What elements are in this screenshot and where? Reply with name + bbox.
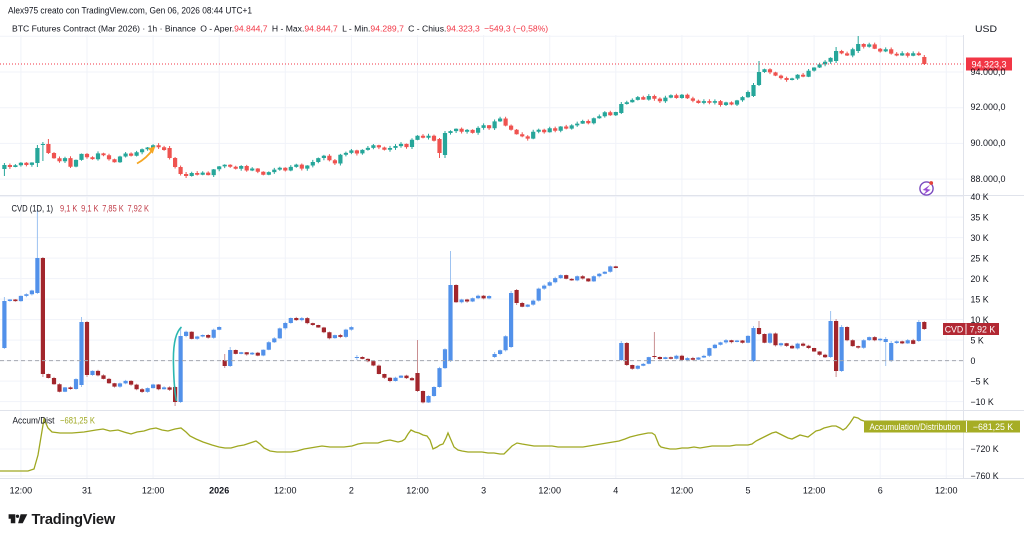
svg-text:10 K: 10 K bbox=[971, 315, 989, 325]
svg-text:12:00: 12:00 bbox=[10, 486, 33, 496]
svg-text:5 K: 5 K bbox=[971, 335, 984, 345]
svg-text:−681,25 K: −681,25 K bbox=[60, 416, 95, 426]
svg-text:15 K: 15 K bbox=[971, 294, 989, 304]
svg-text:−720 K: −720 K bbox=[971, 444, 999, 454]
svg-text:20 K: 20 K bbox=[971, 274, 989, 284]
svg-text:−760 K: −760 K bbox=[971, 471, 999, 481]
svg-text:88.000,0: 88.000,0 bbox=[971, 174, 1006, 184]
svg-text:Accumulation/Distribution: Accumulation/Distribution bbox=[870, 422, 961, 432]
svg-text:5: 5 bbox=[745, 486, 750, 496]
svg-text:94.323,3: 94.323,3 bbox=[971, 60, 1006, 70]
svg-text:6: 6 bbox=[878, 486, 883, 496]
svg-text:4: 4 bbox=[613, 486, 618, 496]
svg-text:90.000,0: 90.000,0 bbox=[971, 138, 1006, 148]
svg-text:12:00: 12:00 bbox=[142, 486, 165, 496]
svg-text:12:00: 12:00 bbox=[671, 486, 694, 496]
svg-text:−5 K: −5 K bbox=[971, 376, 989, 386]
svg-text:12:00: 12:00 bbox=[274, 486, 297, 496]
svg-text:Alex975 creato con TradingView: Alex975 creato con TradingView.com, Gen … bbox=[8, 6, 252, 16]
svg-text:25 K: 25 K bbox=[971, 253, 989, 263]
svg-text:12:00: 12:00 bbox=[538, 486, 561, 496]
svg-text:2026: 2026 bbox=[209, 486, 229, 496]
svg-text:2: 2 bbox=[349, 486, 354, 496]
svg-text:31: 31 bbox=[82, 486, 92, 496]
svg-text:TradingView: TradingView bbox=[32, 512, 116, 528]
svg-text:Accum/Dist: Accum/Dist bbox=[13, 416, 55, 426]
svg-text:30 K: 30 K bbox=[971, 233, 989, 243]
svg-text:40 K: 40 K bbox=[971, 192, 989, 202]
svg-text:92.000,0: 92.000,0 bbox=[971, 102, 1006, 112]
svg-text:−10 K: −10 K bbox=[971, 397, 994, 407]
svg-text:BTC Futures Contract (Mar 2026: BTC Futures Contract (Mar 2026) · 1h · B… bbox=[12, 23, 548, 33]
svg-text:3: 3 bbox=[481, 486, 486, 496]
svg-text:7,92 K: 7,92 K bbox=[970, 324, 996, 334]
svg-text:12:00: 12:00 bbox=[406, 486, 429, 496]
svg-text:CVD (1D, 1): CVD (1D, 1) bbox=[12, 203, 54, 213]
svg-text:35 K: 35 K bbox=[971, 212, 989, 222]
svg-text:9,1 K 9,1 K 7,85 K 7,92 K: 9,1 K 9,1 K 7,85 K 7,92 K bbox=[60, 203, 149, 213]
svg-text:−681,25 K: −681,25 K bbox=[973, 422, 1013, 432]
svg-text:94.000,0: 94.000,0 bbox=[971, 67, 1006, 77]
svg-text:12:00: 12:00 bbox=[803, 486, 826, 496]
svg-text:12:00: 12:00 bbox=[935, 486, 958, 496]
svg-text:0: 0 bbox=[971, 356, 976, 366]
svg-text:USD: USD bbox=[975, 24, 998, 34]
svg-text:CVD: CVD bbox=[945, 324, 964, 334]
